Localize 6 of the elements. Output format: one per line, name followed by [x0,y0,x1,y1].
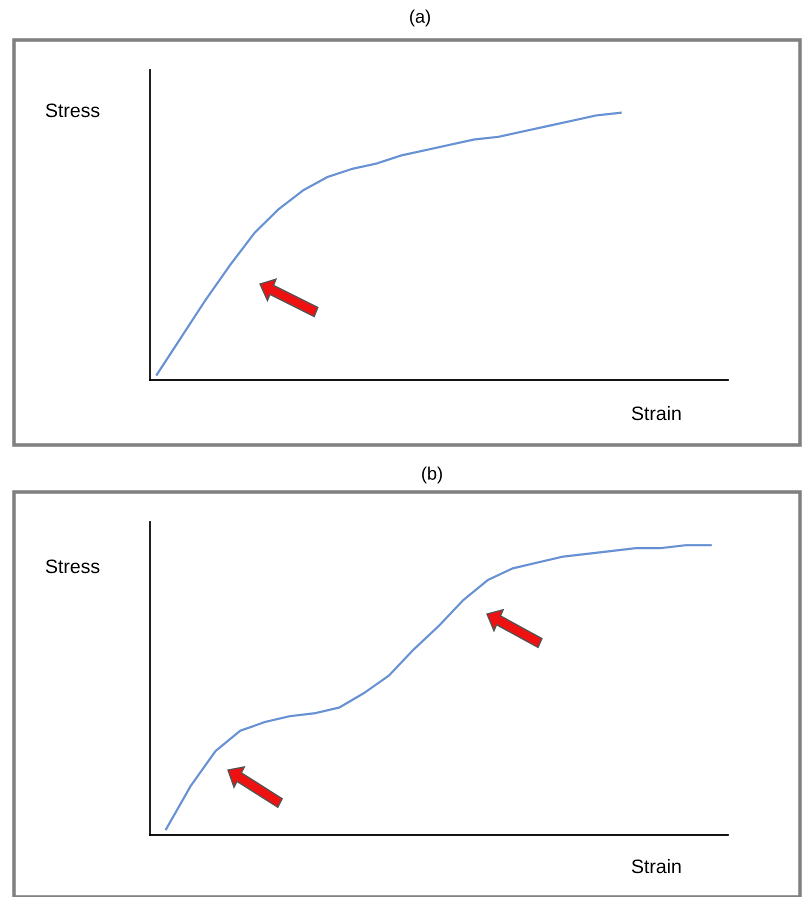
chart-title: (b) [422,466,442,484]
x-axis-title: Strain [632,858,681,874]
x-axis-title: Strain [632,406,681,420]
chart-title: (a) [410,10,430,26]
y-axis-title: Stress [46,559,100,574]
y-axis-title: Stress [46,103,100,118]
